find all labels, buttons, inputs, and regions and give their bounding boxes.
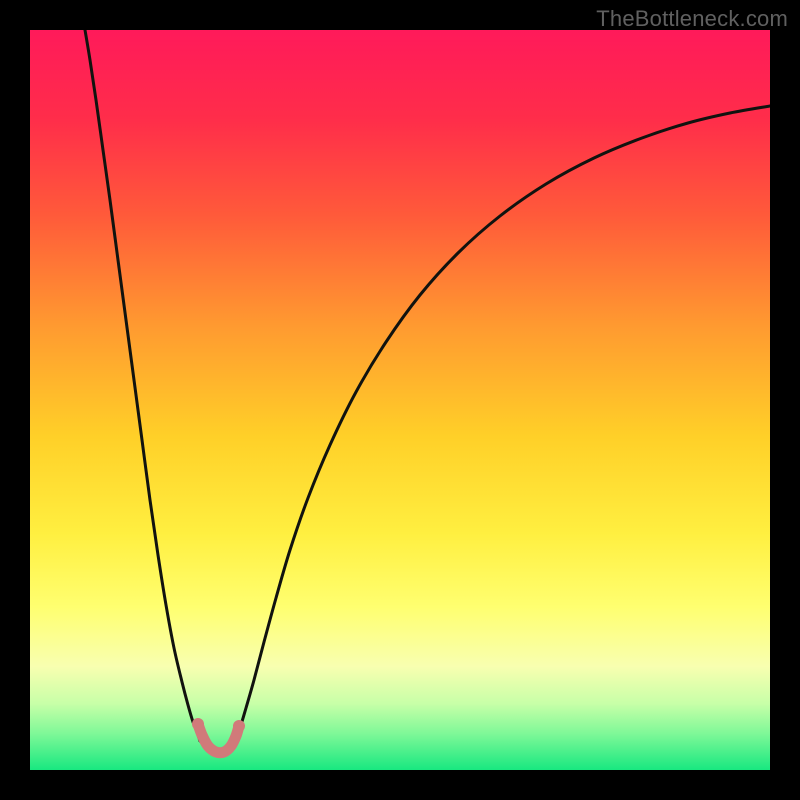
valley-marker-dot-0: [192, 718, 204, 730]
chart-frame: TheBottleneck.com: [0, 0, 800, 800]
plot-svg: [30, 30, 770, 770]
watermark-text: TheBottleneck.com: [596, 6, 788, 32]
plot-area: [30, 30, 770, 770]
gradient-background: [30, 30, 770, 770]
valley-marker-dot-1: [233, 720, 245, 732]
